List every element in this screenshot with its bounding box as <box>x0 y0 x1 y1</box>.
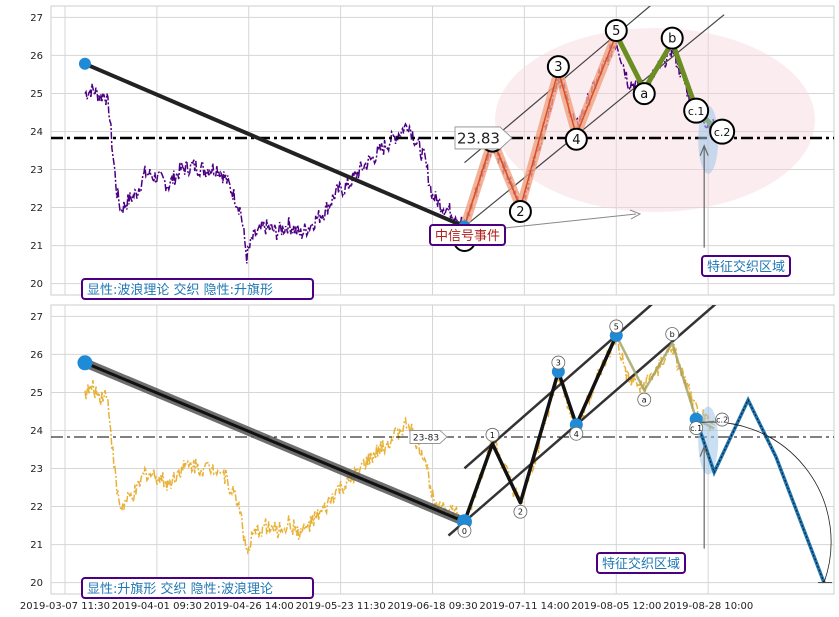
wave-label-circle <box>665 327 680 341</box>
y-tick-label: 20 <box>30 279 43 290</box>
x-tick-label: 2019-08-05 12:00 <box>571 601 661 612</box>
wave-label: 5 <box>612 24 620 39</box>
wave-label-circle <box>632 82 656 106</box>
x-tick-label: 2019-05-23 11:30 <box>296 601 386 612</box>
wave-label-circle <box>709 118 736 145</box>
signal-annotation: 中信号事件 <box>435 229 500 244</box>
wave-label-circle <box>604 19 628 43</box>
level-label: 23-83 <box>413 433 439 443</box>
plot-content: 0 1 2 3 4 5 a b c.1 c.2 23-83 <box>51 305 834 584</box>
trend-line-core <box>84 361 466 524</box>
level-label: 23.83 <box>457 129 500 147</box>
y-tick-label: 24 <box>30 127 43 138</box>
y-tick-label: 24 <box>30 426 43 437</box>
zone-annotation: 特征交织区域 <box>602 556 680 572</box>
wave-label: b <box>670 330 675 339</box>
info-label: 显性:波浪理论 交织 隐性:升旗形 <box>87 282 273 298</box>
y-tick-label: 21 <box>30 540 43 551</box>
wave-label: c.2 <box>716 416 728 425</box>
wave-label-circle <box>715 412 730 427</box>
info-label-box <box>81 278 314 300</box>
wave-label: 2 <box>518 508 523 517</box>
wave-label: 3 <box>554 60 562 75</box>
y-tick-label: 20 <box>30 578 43 589</box>
wave-label-circle <box>457 523 472 538</box>
trend-line <box>82 61 467 229</box>
wave-zone-ellipse <box>495 28 815 212</box>
channel-upper <box>463 305 653 470</box>
wave-label-circle <box>637 392 652 407</box>
wave-label: 1 <box>490 431 495 440</box>
y-tick-label: 27 <box>30 13 43 24</box>
wave-label-circle <box>513 504 528 519</box>
wave-label: 0 <box>462 527 467 536</box>
zone-annotation-box <box>701 255 791 277</box>
wave-label-circle <box>609 319 624 334</box>
x-tick-label: 2019-07-11 14:00 <box>479 601 569 612</box>
y-tick-label: 23 <box>30 165 43 176</box>
y-tick-label: 25 <box>30 89 43 100</box>
wave-label: 3 <box>556 359 561 368</box>
zone-arrow <box>699 444 709 549</box>
wave-label: a <box>640 87 648 102</box>
x-tick-label: 2019-03-07 11:30 <box>20 601 110 612</box>
info-label: 显性:升旗形 交织 隐性:波浪理论 <box>87 581 273 597</box>
wave-label-circle <box>569 426 584 441</box>
wave-label: c.1 <box>690 424 702 433</box>
level-callout <box>454 126 513 150</box>
projection-dash <box>695 398 825 583</box>
panel-bottom: 2021222324252627012345abc.1c.223-83特征交织区… <box>30 304 835 599</box>
signal-arrow <box>504 209 642 229</box>
price-series <box>84 41 715 264</box>
x-tick-label: 2019-06-18 09:30 <box>387 601 477 612</box>
wave-label: c.1 <box>688 105 705 118</box>
y-tick-label: 21 <box>30 241 43 252</box>
pivot-dot <box>78 57 91 70</box>
pivot-dot <box>77 355 93 371</box>
wave-label: 5 <box>614 322 619 331</box>
wave-label-circle <box>551 355 566 370</box>
impulse-wave <box>463 34 617 227</box>
wave-label: 2 <box>516 205 524 220</box>
y-tick-label: 23 <box>30 464 43 475</box>
wave-label-circle <box>683 97 710 124</box>
channel-upper <box>464 6 651 164</box>
panel-top: 2021222324252627012345abc.1c.223.83中信号事件… <box>30 5 835 300</box>
impulse-wave <box>462 334 618 523</box>
zone-arrow <box>699 144 709 248</box>
wave-label-circle <box>508 200 532 224</box>
wave-label: c.2 <box>714 126 731 139</box>
wave-label: a <box>642 396 647 405</box>
signal-annotation-box <box>429 224 506 246</box>
zone-annotation-box <box>596 552 686 574</box>
wave-label: 4 <box>574 430 579 439</box>
wave-label: 4 <box>572 133 580 148</box>
wave-label-circle <box>564 127 588 151</box>
x-axis: 2019-03-07 11:30 2019-04-01 09:30 2019-04-… <box>20 601 753 612</box>
wave-label-circle <box>546 55 570 79</box>
projection-arc <box>696 421 832 583</box>
x-tick-label: 2019-08-28 10:00 <box>663 601 753 612</box>
x-tick-label: 2019-04-26 14:00 <box>204 601 294 612</box>
y-tick-label: 22 <box>30 203 43 214</box>
level-callout <box>409 430 448 444</box>
wave-label-circle <box>660 26 684 50</box>
x-tick-label: 2019-04-01 09:30 <box>112 601 202 612</box>
wave-label-circle <box>485 427 500 442</box>
y-tick-label: 27 <box>30 312 43 323</box>
y-tick-label: 25 <box>30 388 43 399</box>
y-tick-label: 26 <box>30 350 43 361</box>
y-tick-label: 26 <box>30 51 43 62</box>
y-tick-label: 22 <box>30 502 43 513</box>
wave-label: b <box>668 32 676 47</box>
wave-label-circle <box>689 421 704 435</box>
zone-annotation: 特征交织区域 <box>707 259 785 275</box>
feature-zone-blob <box>698 406 719 475</box>
info-label-box <box>81 577 314 599</box>
